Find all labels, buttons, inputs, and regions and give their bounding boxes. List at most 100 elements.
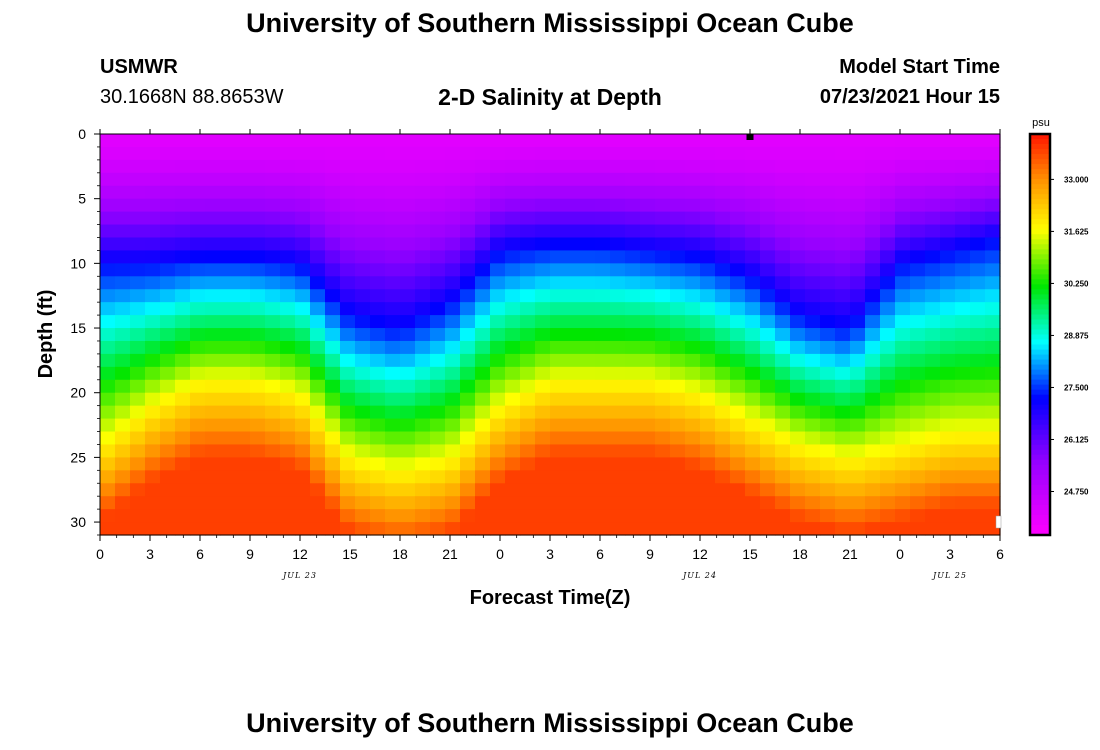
top-title: University of Southern Mississippi Ocean… [246, 8, 854, 38]
heatmap-cell [130, 198, 146, 213]
heatmap-cell [370, 522, 386, 536]
colorbar-segment [1030, 489, 1050, 496]
heatmap-cell [670, 353, 686, 368]
heatmap-cell [145, 418, 161, 433]
heatmap-cell [895, 211, 911, 226]
heatmap-cell [430, 289, 446, 303]
heatmap-cell [415, 276, 431, 290]
heatmap-cell [430, 146, 446, 161]
heatmap-cell [205, 379, 221, 394]
heatmap-cell [490, 146, 506, 161]
heatmap-cell [235, 353, 251, 368]
heatmap-cell [340, 418, 356, 433]
heatmap-cell [160, 211, 176, 226]
colorbar-segment [1030, 524, 1050, 531]
heatmap-cell [805, 509, 821, 523]
heatmap-cell [940, 353, 956, 368]
heatmap-cell [670, 276, 686, 290]
colorbar-segment [1030, 414, 1050, 421]
colorbar-segment [1030, 184, 1050, 190]
heatmap-cell [655, 328, 671, 342]
heatmap-cell [160, 250, 176, 264]
heatmap-cell [820, 405, 836, 420]
heatmap-cell [250, 134, 266, 148]
heatmap-cell [565, 470, 581, 484]
heatmap-cell [955, 276, 971, 290]
heatmap-cell [250, 263, 266, 277]
heatmap-cell [940, 483, 956, 497]
x-tick-label: 21 [842, 546, 858, 562]
heatmap-cell [130, 418, 146, 433]
heatmap-cell [685, 250, 701, 264]
heatmap-cell [655, 276, 671, 290]
heatmap-cell [550, 379, 566, 394]
heatmap-cell [580, 302, 596, 316]
heatmap-cell [745, 353, 761, 368]
heatmap-cell [145, 134, 161, 148]
heatmap-cell [490, 198, 506, 213]
heatmap-cell [250, 353, 266, 368]
heatmap-cell [100, 315, 116, 329]
heatmap-cell [115, 172, 131, 187]
heatmap-cell [910, 263, 926, 277]
heatmap-cell [430, 172, 446, 187]
heatmap-cell [760, 366, 776, 381]
heatmap-cell [355, 159, 371, 174]
colorbar-segment [1030, 154, 1050, 160]
heatmap-cell [640, 496, 656, 510]
heatmap-cell [715, 328, 731, 342]
heatmap-cell [625, 276, 641, 290]
heatmap-cell [775, 159, 791, 174]
heatmap-cell [895, 263, 911, 277]
heatmap-cell [250, 211, 266, 226]
heatmap-cell [730, 483, 746, 497]
heatmap-cell [520, 302, 536, 316]
heatmap-cell [115, 353, 131, 368]
colorbar-segment [1030, 389, 1050, 396]
heatmap-cell [610, 444, 626, 458]
heatmap-cell [175, 418, 191, 433]
heatmap-cell [835, 405, 851, 420]
heatmap-cell [490, 302, 506, 316]
heatmap-cell [295, 444, 311, 458]
heatmap-cell [685, 328, 701, 342]
heatmap-cell [310, 172, 326, 187]
heatmap-cell [820, 134, 836, 148]
heatmap-cell [175, 457, 191, 471]
heatmap-cell [985, 392, 1001, 407]
heatmap-cell [640, 302, 656, 316]
heatmap-cell [490, 237, 506, 252]
heatmap-cell [520, 224, 536, 239]
heatmap-cell [460, 405, 476, 420]
heatmap-cell [685, 159, 701, 174]
heatmap-cell [895, 198, 911, 213]
heatmap-cell [775, 366, 791, 381]
heatmap-cell [700, 379, 716, 394]
heatmap-cell [730, 224, 746, 239]
heatmap-cell [790, 198, 806, 213]
heatmap-cell [550, 146, 566, 161]
heatmap-cell [340, 134, 356, 148]
heatmap-cell [940, 470, 956, 484]
heatmap-cell [685, 302, 701, 316]
heatmap-cell [475, 159, 491, 174]
heatmap-cell [745, 224, 761, 239]
colorbar-segment [1030, 309, 1050, 316]
heatmap-cell [820, 172, 836, 187]
heatmap-cell [550, 418, 566, 433]
heatmap-cell [775, 522, 791, 536]
heatmap-cell [100, 392, 116, 407]
heatmap-cell [850, 289, 866, 303]
heatmap-cell [880, 185, 896, 200]
heatmap-cell [235, 405, 251, 420]
heatmap-cell [715, 496, 731, 510]
heatmap-cell [160, 185, 176, 200]
heatmap-cell [415, 522, 431, 536]
heatmap-cell [685, 483, 701, 497]
heatmap-cell [610, 146, 626, 161]
heatmap-cell [730, 172, 746, 187]
heatmap-cell [400, 198, 416, 213]
heatmap-cell [220, 276, 236, 290]
heatmap-cell [670, 134, 686, 148]
heatmap-cell [700, 470, 716, 484]
